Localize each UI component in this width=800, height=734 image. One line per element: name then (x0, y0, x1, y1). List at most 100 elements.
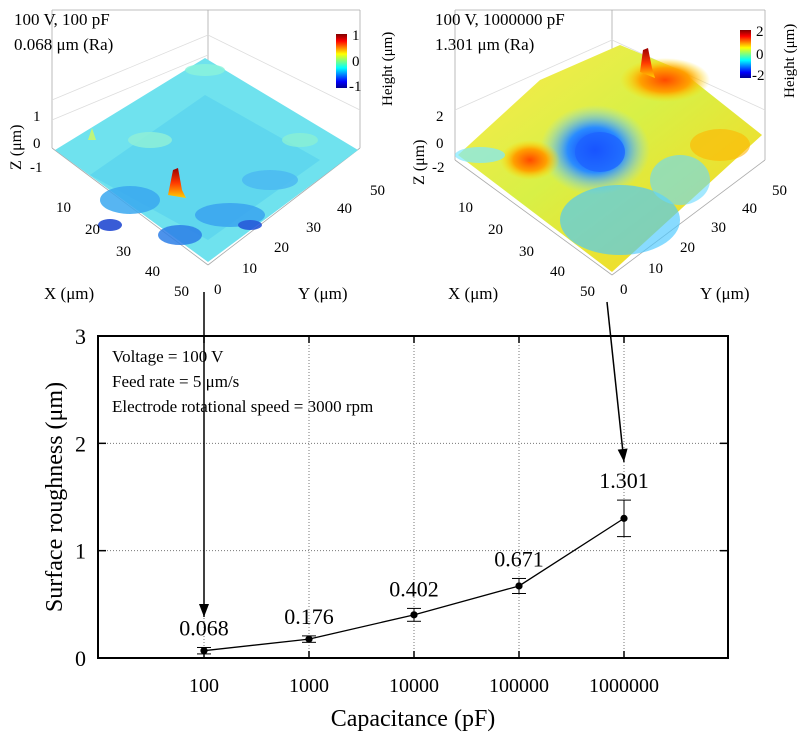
left-x-tick: 20 (85, 222, 100, 238)
x-axis-label: Capacitance (pF) (331, 706, 496, 732)
left-y-tick: 50 (370, 183, 385, 199)
right-y-tick: 40 (742, 201, 757, 217)
left-y-tick: 0 (214, 282, 222, 298)
data-point (515, 582, 523, 590)
right-z-tick: 0 (436, 136, 444, 152)
left-y-axis: 0 10 20 30 40 50 Y (μm) (214, 183, 385, 303)
data-point (200, 647, 208, 655)
left-x-label: X (μm) (44, 284, 94, 303)
data-point (305, 635, 313, 643)
right-x-axis: 10 20 30 40 50 X (μm) (448, 200, 595, 303)
left-y-tick: 10 (242, 261, 257, 277)
right-y-tick: 30 (711, 220, 726, 236)
left-colorbar-label: Height (μm) (380, 32, 396, 106)
left-y-tick: 20 (274, 240, 289, 256)
y-tick-label: 0 (75, 646, 86, 671)
right-y-tick: 10 (648, 261, 663, 277)
surface-right-peak (640, 48, 655, 78)
left-colorbar-scale (336, 34, 347, 88)
x-tick-label: 100 (189, 675, 219, 697)
left-z-axis: Z (μm) 1 0 -1 (8, 109, 43, 176)
left-colorbar: 1 0 -1 Height (μm) (336, 28, 396, 106)
right-x-tick: 40 (550, 264, 565, 280)
right-z-label: Z (μm) (411, 140, 428, 185)
data-point (410, 611, 418, 619)
y-tick-label: 2 (75, 431, 86, 456)
surface-left-bump (88, 128, 96, 140)
right-x-label: X (μm) (448, 284, 498, 303)
left-colorbar-tick: 0 (352, 54, 360, 70)
left-x-tick: 40 (145, 264, 160, 280)
right-title-line2: 1.301 μm (Ra) (435, 35, 534, 54)
arrow-line (606, 301, 625, 463)
arrow-head (617, 448, 628, 462)
left-y-label: Y (μm) (298, 284, 348, 303)
left-y-tick: 30 (306, 220, 321, 236)
right-y-tick: 0 (620, 282, 628, 298)
data-label: 0.176 (284, 604, 334, 629)
surface-left-texture (98, 64, 318, 245)
surface-left-peak (168, 168, 186, 198)
surface-plot-right: 100 V, 1000000 pF 1.301 μm (Ra) 2 0 -2 H… (411, 9, 798, 303)
left-colorbar-tick: -1 (349, 79, 362, 95)
data-label: 0.671 (494, 546, 544, 571)
arrow-head (199, 604, 209, 617)
y-tick-label: 1 (75, 539, 86, 564)
left-x-tick: 10 (56, 200, 71, 216)
y-axis-label: Surface roughness (μm) (42, 382, 68, 612)
surface-right-texture (455, 58, 750, 255)
data-label: 0.068 (179, 615, 229, 640)
left-colorbar-tick: 1 (352, 28, 360, 44)
right-colorbar-label: Height (μm) (782, 24, 798, 98)
roughness-chart: 100 1000 10000 100000 1000000 0 1 2 3 Voltage = … (42, 292, 729, 732)
right-x-tick: 30 (519, 244, 534, 260)
right-y-tick: 20 (680, 240, 695, 256)
left-y-tick: 40 (337, 201, 352, 217)
right-z-tick: -2 (432, 160, 445, 176)
x-tick-label: 10000 (389, 675, 439, 697)
chart-annotation: Voltage = 100 V Feed rate = 5 μm/s Elect… (112, 347, 373, 416)
x-tick-label: 100000 (489, 675, 549, 697)
left-z-tick: -1 (30, 160, 43, 176)
right-title-line1: 100 V, 1000000 pF (435, 10, 565, 29)
data-label: 1.301 (599, 468, 649, 493)
right-z-tick: 2 (436, 109, 444, 125)
series-roughness: 0.068 0.176 0.402 0.671 1.301 (179, 468, 649, 655)
right-x-tick: 10 (458, 200, 473, 216)
left-title: 100 V, 100 pF 0.068 μm (Ra) (14, 10, 113, 54)
right-colorbar-tick: 0 (756, 47, 764, 63)
right-x-tick: 20 (488, 222, 503, 238)
annotation-voltage: Voltage = 100 V (112, 347, 224, 366)
left-x-axis: 10 20 30 40 50 X (μm) (44, 200, 189, 303)
data-point (620, 514, 628, 522)
right-title: 100 V, 1000000 pF 1.301 μm (Ra) (435, 10, 565, 54)
right-colorbar-scale (740, 30, 751, 78)
left-z-tick: 1 (33, 109, 41, 125)
x-tick-label: 1000 (289, 675, 329, 697)
left-title-line1: 100 V, 100 pF (14, 10, 110, 29)
plot-frame (97, 335, 729, 659)
right-y-axis: 0 10 20 30 40 50 Y (μm) (620, 183, 787, 303)
left-x-tick: 30 (116, 244, 131, 260)
axis-ticks: 100 1000 10000 100000 1000000 0 1 2 3 (75, 324, 728, 697)
left-x-tick: 50 (174, 284, 189, 300)
right-x-tick: 50 (580, 284, 595, 300)
left-title-line2: 0.068 μm (Ra) (14, 35, 113, 54)
right-colorbar-tick: -2 (752, 68, 765, 84)
left-z-label: Z (μm) (8, 125, 25, 170)
data-label: 0.402 (389, 576, 439, 601)
annotation-feed-rate: Feed rate = 5 μm/s (112, 372, 239, 391)
left-z-tick: 0 (33, 136, 41, 152)
x-tick-label: 1000000 (589, 675, 659, 697)
annotation-rotational-speed: Electrode rotational speed = 3000 rpm (112, 397, 373, 416)
right-y-tick: 50 (772, 183, 787, 199)
right-colorbar-tick: 2 (756, 24, 764, 40)
right-colorbar: 2 0 -2 Height (μm) (740, 24, 798, 98)
right-y-label: Y (μm) (700, 284, 750, 303)
right-z-axis: Z (μm) 2 0 -2 (411, 109, 445, 185)
y-tick-label: 3 (75, 324, 86, 349)
grid (98, 336, 728, 658)
surface-plot-left: 100 V, 100 pF 0.068 μm (Ra) 1 0 -1 Heigh… (8, 9, 396, 303)
connector-arrows (199, 292, 628, 617)
